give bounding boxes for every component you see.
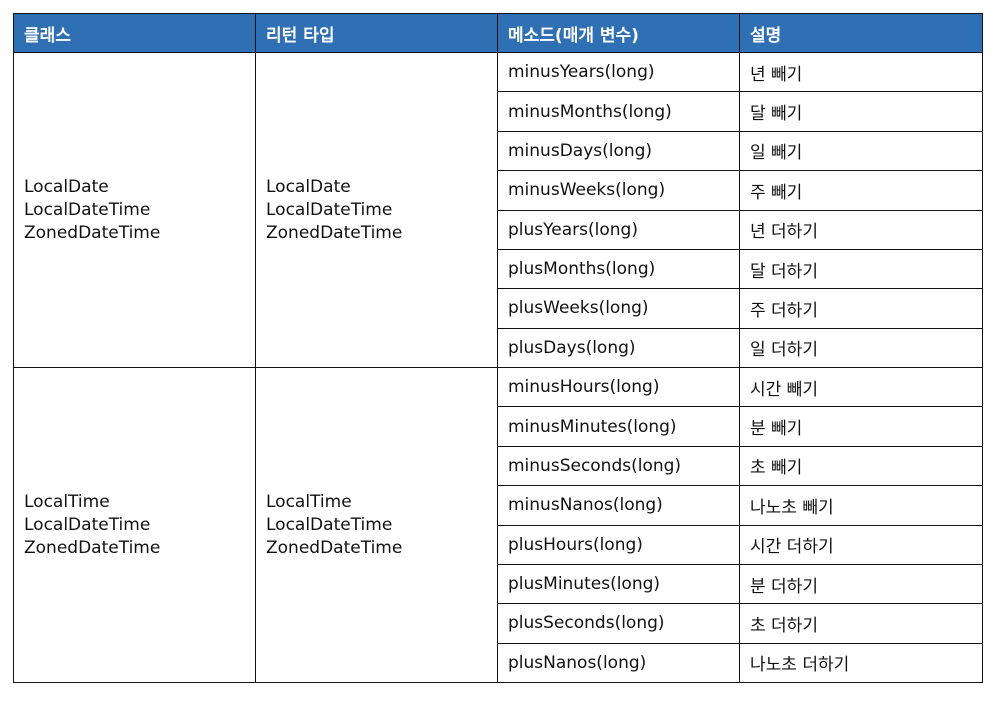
class-cell: LocalTime LocalDateTime ZonedDateTime: [13, 367, 256, 683]
method-cell: minusNanos(long): [497, 485, 740, 526]
class-name: LocalDateTime: [24, 199, 151, 220]
return-type-name: ZonedDateTime: [266, 222, 403, 243]
table-row: plusNanos(long) 나노초 더하기: [14, 642, 983, 684]
method-cell: plusMinutes(long): [497, 563, 740, 605]
method-cell: minusMonths(long): [497, 91, 740, 132]
method-cell: plusSeconds(long): [497, 603, 740, 644]
description-cell: 년 더하기: [739, 209, 983, 250]
description-cell: 달 빼기: [739, 91, 983, 132]
header-row: 클래스 리턴 타입 메소드(매개 변수) 설명: [13, 13, 983, 53]
description-cell: 분 더하기: [739, 563, 983, 605]
header-return-type: 리턴 타입: [255, 13, 498, 53]
class-name: LocalDateTime: [24, 514, 151, 535]
description-cell: 분 빼기: [739, 406, 983, 447]
description-cell: 나노초 더하기: [739, 642, 983, 684]
table-row: plusSeconds(long) 초 더하기: [14, 603, 983, 644]
table-row: plusYears(long) 년 더하기: [14, 209, 983, 250]
header-class: 클래스: [13, 13, 256, 53]
method-cell: minusMinutes(long): [497, 406, 740, 447]
method-cell: plusYears(long): [497, 209, 740, 250]
return-type-name: LocalDate: [266, 176, 351, 197]
description-cell: 년 빼기: [739, 51, 983, 93]
table-row: minusMinutes(long) 분 빼기: [14, 406, 983, 447]
description-cell: 나노초 빼기: [739, 485, 983, 526]
table-row: LocalTime LocalDateTime ZonedDateTime Local…: [13, 366, 983, 683]
table-row: minusDays(long) 일 빼기: [14, 130, 983, 172]
class-name: LocalDate: [24, 176, 109, 197]
description-cell: 시간 더하기: [739, 524, 983, 565]
table-row: plusMinutes(long) 분 더하기: [14, 563, 983, 605]
table-body: LocalDate LocalDateTime ZonedDateTime Local…: [13, 51, 983, 684]
description-cell: 시간 빼기: [739, 366, 983, 408]
method-cell: minusSeconds(long): [497, 445, 740, 487]
table-row: plusDays(long) 일 더하기: [14, 327, 983, 369]
return-type-cell: LocalTime LocalDateTime ZonedDateTime: [255, 367, 498, 683]
method-cell: plusHours(long): [497, 524, 740, 565]
return-type-name: LocalDateTime: [266, 514, 393, 535]
header-method: 메소드(매개 변수): [497, 13, 740, 53]
description-cell: 일 빼기: [739, 130, 983, 172]
table-row: minusMonths(long) 달 빼기: [14, 91, 983, 132]
method-cell: plusMonths(long): [497, 248, 740, 290]
method-cell: minusYears(long): [497, 51, 740, 93]
method-cell: minusWeeks(long): [497, 170, 740, 211]
method-cell: plusNanos(long): [497, 642, 740, 684]
table-row: minusSeconds(long) 초 빼기: [14, 445, 983, 487]
class-cell: LocalDate LocalDateTime ZonedDateTime: [13, 52, 256, 368]
header-description: 설명: [739, 13, 983, 53]
return-type-name: LocalTime: [266, 491, 352, 512]
method-table: 클래스 리턴 타입 메소드(매개 변수) 설명 LocalDate LocalDa…: [13, 13, 983, 684]
method-cell: plusDays(long): [497, 327, 740, 369]
method-cell: minusDays(long): [497, 130, 740, 172]
table-row: LocalDate LocalDateTime ZonedDateTime Local…: [13, 51, 983, 368]
table-row: plusMonths(long) 달 더하기: [14, 248, 983, 290]
description-cell: 초 빼기: [739, 445, 983, 487]
description-cell: 일 더하기: [739, 327, 983, 369]
table-header: 클래스 리턴 타입 메소드(매개 변수) 설명: [13, 13, 983, 53]
return-type-name: LocalDateTime: [266, 199, 393, 220]
class-name: ZonedDateTime: [24, 222, 161, 243]
table-row: plusWeeks(long) 주 더하기: [14, 288, 983, 329]
table-row: minusWeeks(long) 주 빼기: [14, 170, 983, 211]
description-cell: 초 더하기: [739, 603, 983, 644]
description-cell: 주 빼기: [739, 170, 983, 211]
method-cell: minusHours(long): [497, 366, 740, 408]
method-cell: plusWeeks(long): [497, 288, 740, 329]
class-name: LocalTime: [24, 491, 110, 512]
table-row: plusHours(long) 시간 더하기: [14, 524, 983, 565]
class-name: ZonedDateTime: [24, 537, 161, 558]
description-cell: 주 더하기: [739, 288, 983, 329]
table-row: minusNanos(long) 나노초 빼기: [14, 485, 983, 526]
description-cell: 달 더하기: [739, 248, 983, 290]
return-type-cell: LocalDate LocalDateTime ZonedDateTime: [255, 52, 498, 368]
return-type-name: ZonedDateTime: [266, 537, 403, 558]
